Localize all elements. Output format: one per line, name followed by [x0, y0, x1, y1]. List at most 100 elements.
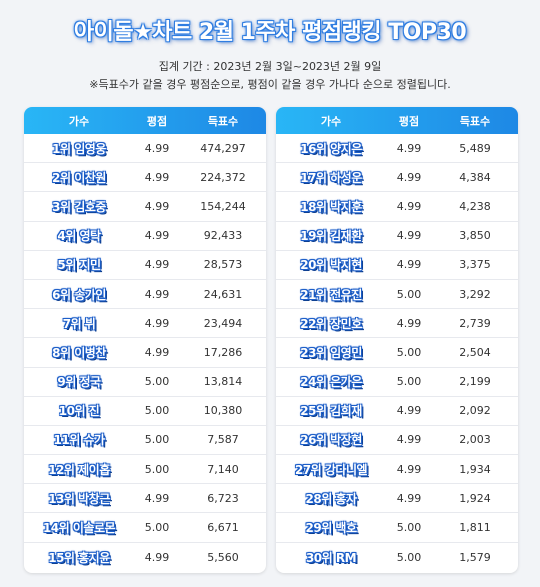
- votes-cell: 6,723: [207, 491, 239, 505]
- table-row: 18위 박지훈 4.99 4,238: [276, 192, 518, 222]
- votes-cell: 5,489: [459, 141, 491, 155]
- table-row: 9위 정국 5.00 13,814: [24, 368, 266, 397]
- singer-cell: 10위 진: [24, 402, 134, 419]
- singer-name: 22위 장민호: [300, 316, 362, 331]
- singer-cell: 9위 정국: [24, 373, 134, 390]
- votes-cell: 28,573: [203, 258, 243, 272]
- votes-cell: 13,814: [203, 375, 243, 389]
- votes-cell: 92,433: [203, 229, 243, 243]
- singer-cell: 28위 홍자: [276, 490, 386, 507]
- singer-name: 17위 하성운: [300, 170, 362, 185]
- score-cell: 4.99: [144, 550, 170, 564]
- singer-cell: 11위 슈가: [24, 431, 134, 448]
- singer-name: 20위 박지현: [300, 258, 362, 273]
- table-row: 27위 강다니엘 4.99 1,934: [276, 455, 518, 485]
- votes-cell: 474,297: [200, 141, 246, 155]
- singer-name: 25위 김희재: [300, 404, 362, 419]
- votes-cell: 23,494: [203, 316, 243, 330]
- votes-cell: 154,244: [200, 199, 246, 213]
- singer-cell: 29위 백호: [276, 519, 386, 536]
- table-row: 12위 제이홉 5.00 7,140: [24, 455, 266, 485]
- singer-cell: 12위 제이홉: [24, 461, 134, 478]
- singer-name: 3위 김호중: [52, 199, 106, 214]
- singer-name: 14위 이솔로몬: [42, 521, 116, 536]
- singer-cell: 4위 영탁: [24, 227, 134, 244]
- singer-name: 28위 홍자: [305, 491, 358, 506]
- votes-cell: 3,375: [459, 258, 491, 272]
- singer-cell: 19위 김재환: [276, 227, 386, 244]
- singer-name: 5위 지민: [57, 258, 101, 273]
- score-cell: 4.99: [144, 316, 170, 330]
- table-row: 28위 홍자 4.99 1,924: [276, 484, 518, 514]
- singer-name: 9위 정국: [57, 375, 101, 390]
- score-cell: 4.99: [396, 433, 422, 447]
- singer-name: 21위 전유진: [300, 287, 362, 302]
- votes-cell: 17,286: [203, 345, 243, 359]
- votes-cell: 2,739: [459, 316, 491, 330]
- table-row: 24위 은가은 5.00 2,199: [276, 368, 518, 397]
- table-row: 26위 박장현 4.99 2,003: [276, 426, 518, 456]
- score-cell: 4.99: [396, 462, 422, 476]
- singer-cell: 1위 임영웅: [24, 140, 134, 157]
- table-row: 14위 이솔로몬 5.00 6,671: [24, 513, 266, 543]
- singer-name: 27위 강다니엘: [294, 462, 368, 477]
- score-cell: 4.99: [144, 170, 170, 184]
- singer-cell: 22위 장민호: [276, 315, 386, 332]
- table-row: 19위 김재환 4.99 3,850: [276, 222, 518, 251]
- table-row: 20위 박지현 4.99 3,375: [276, 251, 518, 280]
- ranking-table-left: 가수 평점 득표수 1위 임영웅 4.99 474,297 2위 이찬원 4.99 224…: [24, 107, 266, 573]
- singer-cell: 5위 지민: [24, 256, 134, 273]
- score-cell: 4.99: [396, 141, 422, 155]
- table-row: 21위 전유진 5.00 3,292: [276, 280, 518, 310]
- singer-cell: 23위 임영민: [276, 344, 386, 361]
- table-row: 25위 김희재 4.99 2,092: [276, 397, 518, 426]
- singer-name: 2위 이찬원: [52, 170, 106, 185]
- period-text: 집계 기간 : 2023년 2월 3일~2023년 2월 9일: [158, 60, 382, 73]
- ranking-table-right: 가수 평점 득표수 16위 양지은 4.99 5,489 17위 하성운 4.99 4,3…: [276, 107, 518, 573]
- table-row: 1위 임영웅 4.99 474,297: [24, 134, 266, 164]
- header-singer: 가수: [320, 114, 342, 128]
- singer-name: 12위 제이홉: [48, 462, 110, 477]
- score-cell: 4.99: [144, 345, 170, 359]
- page-title: 아이돌★차트 2월 1주차 평점랭킹 TOP30: [73, 20, 467, 45]
- singer-name: 19위 김재환: [300, 229, 362, 244]
- table-row: 3위 김호중 4.99 154,244: [24, 192, 266, 222]
- score-cell: 4.99: [144, 141, 170, 155]
- singer-cell: 25위 김희재: [276, 402, 386, 419]
- singer-name: 30위 RM: [305, 550, 357, 565]
- votes-cell: 1,924: [459, 491, 491, 505]
- score-cell: 4.99: [144, 258, 170, 272]
- singer-cell: 3위 김호중: [24, 198, 134, 215]
- singer-name: 4위 영탁: [57, 229, 101, 244]
- table-row: 10위 진 5.00 10,380: [24, 397, 266, 426]
- score-cell: 4.99: [396, 258, 422, 272]
- score-cell: 4.99: [396, 229, 422, 243]
- table-row: 8위 이병찬 4.99 17,286: [24, 338, 266, 368]
- singer-cell: 8위 이병찬: [24, 344, 134, 361]
- singer-name: 7위 뷔: [62, 316, 96, 331]
- table-row: 11위 슈가 5.00 7,587: [24, 426, 266, 456]
- singer-cell: 15위 홍지윤: [24, 549, 134, 566]
- singer-name: 24위 은가은: [300, 375, 362, 390]
- score-cell: 4.99: [396, 491, 422, 505]
- singer-cell: 24위 은가은: [276, 373, 386, 390]
- votes-cell: 2,199: [459, 375, 491, 389]
- singer-name: 26위 박장현: [300, 433, 362, 448]
- score-cell: 5.00: [396, 550, 422, 564]
- score-cell: 4.99: [144, 229, 170, 243]
- votes-cell: 1,811: [459, 521, 491, 535]
- score-cell: 5.00: [144, 521, 170, 535]
- votes-cell: 7,140: [207, 462, 239, 476]
- votes-cell: 1,934: [459, 462, 491, 476]
- table-row: 2위 이찬원 4.99 224,372: [24, 163, 266, 193]
- votes-cell: 24,631: [203, 287, 243, 301]
- score-cell: 5.00: [396, 375, 422, 389]
- votes-cell: 3,292: [459, 287, 491, 301]
- header-score: 평점: [146, 114, 168, 128]
- singer-name: 11위 슈가: [53, 433, 106, 448]
- table-row: 15위 홍지윤 4.99 5,560: [24, 543, 266, 572]
- singer-name: 18위 박지훈: [300, 199, 362, 214]
- table-row: 6위 송가인 4.99 24,631: [24, 280, 266, 310]
- table-row: 16위 양지은 4.99 5,489: [276, 134, 518, 164]
- singer-cell: 30위 RM: [276, 549, 386, 566]
